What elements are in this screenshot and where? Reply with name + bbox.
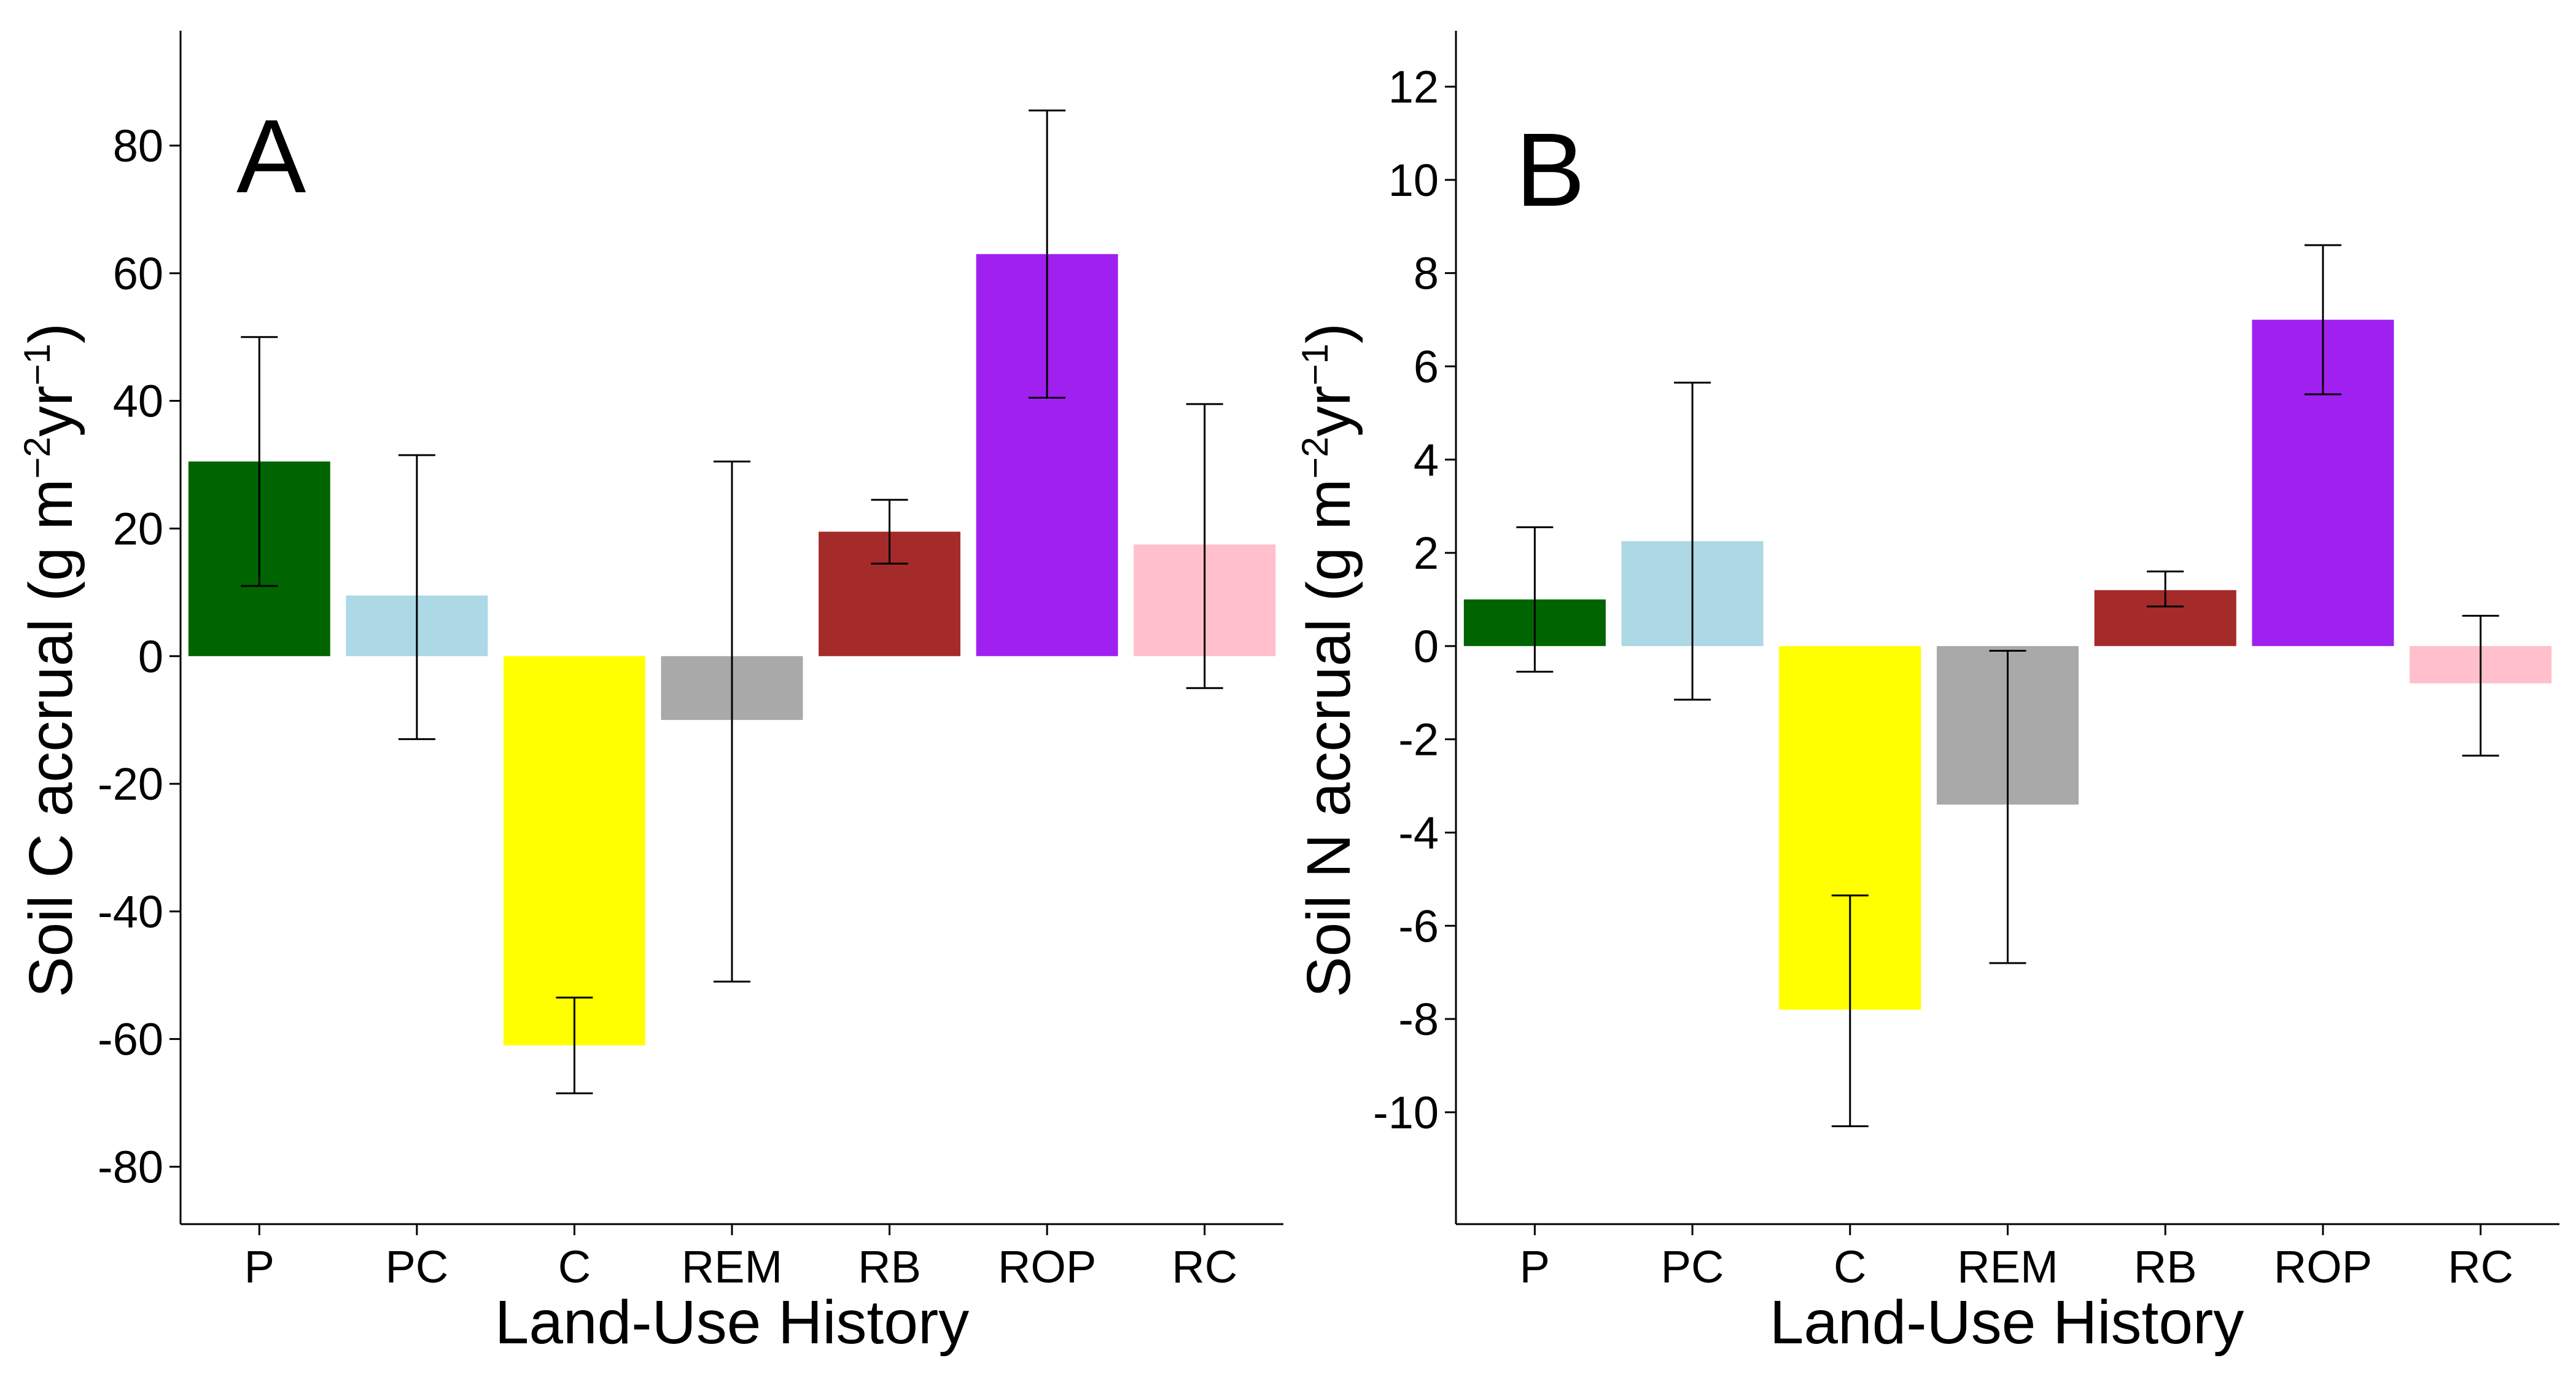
- y-tick-label: 4: [1414, 434, 1439, 485]
- error-bar-b-c: [1831, 894, 1869, 1128]
- x-ticks-b: P PC C REM RB ROP RC: [1520, 1224, 2513, 1292]
- y-tick-label: -6: [1398, 900, 1439, 951]
- panel-label-b: B: [1516, 112, 1585, 228]
- y-tick-label: -8: [1398, 994, 1439, 1045]
- y-tick-label: -20: [98, 759, 163, 810]
- y-tick-label: -10: [1373, 1087, 1439, 1138]
- y-tick-label: -4: [1398, 807, 1439, 858]
- y-tick-label: 20: [113, 503, 163, 554]
- panel-label-a: A: [236, 98, 306, 215]
- x-tick-label: REM: [682, 1241, 782, 1292]
- y-tick-label: -80: [98, 1141, 163, 1192]
- x-tick-label: C: [1834, 1241, 1866, 1292]
- x-tick-label: P: [1520, 1241, 1550, 1292]
- error-bar-a-rb: [871, 499, 908, 565]
- x-tick-label: RC: [1172, 1241, 1237, 1292]
- y-ticks-a: -80 -60 -40 -20 0 20 40 60 80: [98, 120, 181, 1192]
- panel-a-soil-c: A -80 -60 -40 -20 0 20 40 60 80 P PC C REM RB ROP RC L…: [17, 31, 1283, 1357]
- error-bar-b-pc: [1674, 381, 1711, 701]
- y-ticks-b: -10 -8 -6 -4 -2 0 2 4 6 8 10 12: [1373, 61, 1456, 1138]
- y-tick-label: 8: [1414, 248, 1439, 299]
- error-bar-b-rem: [1989, 649, 2026, 964]
- y-axis-title-b: Soil N accrual (g m−2yr−1): [1294, 323, 1363, 997]
- x-tick-label: RC: [2448, 1241, 2513, 1292]
- y-axis-title-a: Soil C accrual (g m−2yr−1): [17, 323, 85, 997]
- x-tick-label: RB: [2134, 1241, 2197, 1292]
- error-bar-b-rc: [2462, 615, 2499, 757]
- error-bar-a-c: [556, 996, 593, 1095]
- x-tick-label: RB: [858, 1241, 921, 1292]
- y-tick-label: 80: [113, 120, 163, 171]
- error-bar-a-rem: [714, 460, 750, 983]
- panel-b-soil-n: B -10 -8 -6 -4 -2 0 2 4 6 8 10 12 P PC C REM RB ROP RC La…: [1294, 31, 2559, 1357]
- y-axis-title-a-close: ): [17, 323, 85, 343]
- y-axis-title-b-sup2: −1: [1294, 343, 1336, 385]
- y-axis-title-a-sup1: −2: [17, 437, 58, 478]
- error-bar-a-rc: [1186, 403, 1223, 689]
- error-bar-b-rb: [2147, 570, 2184, 607]
- y-tick-label: 0: [138, 631, 163, 682]
- y-axis-title-b-sup1: −2: [1294, 437, 1336, 478]
- x-tick-label: C: [558, 1241, 591, 1292]
- error-bars-b: [1516, 244, 2499, 1128]
- y-tick-label: -60: [98, 1014, 163, 1065]
- y-tick-label: -40: [98, 886, 163, 937]
- bar-a-c: [503, 656, 645, 1046]
- error-bar-a-pc: [398, 454, 435, 740]
- x-tick-label: PC: [1661, 1241, 1724, 1292]
- y-tick-label: 60: [113, 248, 163, 299]
- y-tick-label: 10: [1388, 155, 1439, 206]
- y-tick-label: 6: [1414, 341, 1439, 392]
- y-tick-label: 2: [1414, 528, 1439, 579]
- x-tick-label: REM: [1957, 1241, 2058, 1292]
- y-axis-title-a-unit: yr: [17, 386, 85, 437]
- y-tick-label: -2: [1398, 714, 1439, 765]
- x-tick-label: ROP: [998, 1241, 1096, 1292]
- bars-a: [188, 254, 1276, 1046]
- x-tick-label: ROP: [2274, 1241, 2372, 1292]
- x-ticks-a: P PC C REM RB ROP RC: [244, 1224, 1237, 1292]
- error-bar-b-p: [1516, 526, 1554, 673]
- x-tick-label: PC: [385, 1241, 448, 1292]
- error-bar-a-p: [241, 336, 278, 587]
- error-bar-b-rop: [2304, 244, 2341, 396]
- x-axis-title-b: Land-Use History: [1770, 1288, 2244, 1357]
- y-tick-label: 12: [1388, 61, 1439, 112]
- y-axis-title-a-main: Soil C accrual (g m: [17, 478, 85, 997]
- y-axis-title-b-main: Soil N accrual (g m: [1294, 478, 1363, 997]
- y-axis-title-b-unit: yr: [1294, 386, 1363, 437]
- x-tick-label: P: [244, 1241, 274, 1292]
- y-tick-label: 40: [113, 376, 163, 427]
- error-bar-a-rop: [1029, 109, 1066, 399]
- y-axis-title-b-close: ): [1294, 323, 1363, 343]
- y-tick-label: 0: [1414, 621, 1439, 672]
- y-axis-title-a-sup2: −1: [17, 343, 58, 385]
- error-bars-a: [241, 109, 1223, 1095]
- x-axis-title-a: Land-Use History: [495, 1288, 970, 1357]
